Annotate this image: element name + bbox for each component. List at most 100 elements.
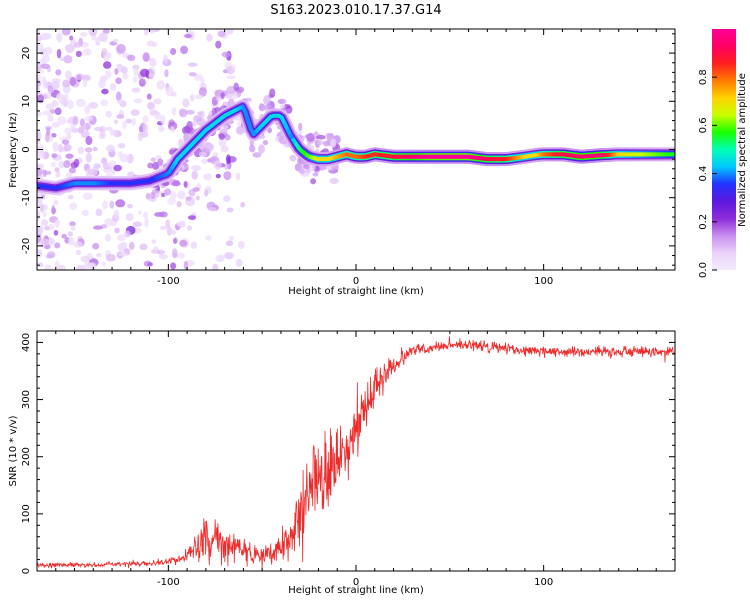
spectrogram-speckle-cell [96, 252, 102, 258]
spectrogram-speckle-cell [115, 91, 122, 102]
spectrogram-speckle-cell [264, 104, 270, 111]
spectrogram-ridge [37, 99, 675, 195]
spectrogram-speckle-cell [190, 241, 198, 249]
spectrogram-speckle-cell [56, 92, 64, 101]
spectrogram-speckle-cell [37, 249, 43, 258]
spectrogram-speckle-cell [133, 66, 139, 77]
spectrogram-speckle-cell [144, 30, 149, 36]
y-tick-label: 300 [21, 390, 32, 409]
spectrogram-speckle-cell [193, 73, 204, 81]
spectrogram-ridge-segment [241, 105, 247, 113]
spectrogram-speckle-cell [84, 147, 93, 153]
spectrogram-speckle-cell [215, 40, 222, 49]
spectrogram-speckle-cell [164, 69, 169, 78]
colorbar-tick-label: 0.2 [698, 214, 709, 230]
x-tick-label: 0 [353, 276, 359, 287]
spectrogram-speckle-cell [51, 133, 57, 138]
spectrogram-speckle-cell [69, 76, 77, 86]
spectrogram-speckle-cell [171, 248, 178, 258]
spectrogram-speckle-cell [163, 54, 168, 64]
spectrogram-speckle-cell [75, 249, 82, 256]
spectrogram-speckle-cell [44, 264, 52, 270]
spectrogram-speckle-cell [56, 32, 63, 43]
spectrogram-speckle-cell [218, 133, 226, 140]
spectrogram-speckle-cell [51, 153, 58, 159]
spectrogram-speckle-cell [73, 42, 82, 48]
spectrogram-speckle-cell [164, 188, 172, 196]
spectrogram-speckle-cell [88, 29, 98, 36]
spectrogram-speckle-cell [65, 70, 72, 80]
spectrogram-speckle-cell [184, 33, 192, 39]
spectrogram-speckle-cell [187, 62, 198, 67]
spectrogram-speckle-cell [235, 258, 243, 268]
spectrogram-speckle-cell [119, 153, 130, 163]
spectrogram-speckle-cell [37, 94, 45, 104]
spectrogram-speckle-cell [132, 221, 142, 228]
colorbar-tick-label: 0.0 [698, 262, 709, 278]
spectrogram-speckle-cell [316, 134, 326, 140]
spectrogram-speckle-cell [81, 209, 89, 217]
spectrogram-speckle-cell [54, 260, 60, 269]
spectrogram-speckle-cell [112, 38, 119, 44]
spectrogram-speckle-cell [88, 101, 99, 109]
spectrogram-speckle-cell [285, 105, 293, 114]
spectrogram-speckle-cell [61, 29, 71, 36]
spectrogram-speckle-cell [85, 152, 92, 163]
spectrogram-speckle-cell [42, 110, 51, 116]
spectrogram-speckle-cell [83, 48, 92, 56]
spectrogram-speckle-cell [49, 108, 56, 114]
spectrogram-speckle-cell [289, 154, 297, 162]
spectrogram-speckle-cell [85, 135, 93, 146]
spectrogram-speckle-cell [54, 242, 61, 249]
spectrogram-speckle-cell [218, 137, 227, 148]
spectrogram-speckle-cell [37, 42, 44, 52]
spectrogram-speckle-cell [116, 43, 126, 54]
spectrogram-speckle-cell [84, 105, 91, 115]
spectrogram-speckle-cell [100, 157, 108, 165]
spectrogram-speckle-cell [235, 172, 241, 181]
spectrogram-speckle-cell [114, 227, 120, 234]
spectrogram-speckle-cell [233, 82, 239, 92]
spectrogram-speckle-cell [198, 151, 207, 158]
y-tick-label: -10 [21, 190, 32, 206]
spectrogram-ridge-segment [286, 128, 292, 137]
spectrogram-speckle-cell [151, 239, 156, 244]
spectrogram-speckle-cell [223, 171, 232, 181]
spectrogram-speckle-cell [42, 169, 47, 177]
spectrogram-speckle-cell [228, 235, 234, 241]
spectrogram-speckle-cell [191, 170, 198, 180]
spectrogram-speckle-cell [117, 234, 126, 242]
spectrogram-speckle-cell [37, 63, 41, 71]
spectrogram-speckle-cell [121, 241, 128, 248]
spectrogram-speckle-cell [215, 255, 224, 263]
colorbar: 0.0 0.2 0.4 0.6 0.8 Normalized spectral ampl… [698, 29, 748, 278]
x-tick-label: 0 [353, 577, 359, 588]
spectrogram-speckle-cell [82, 74, 91, 82]
spectrogram-speckle-cell [142, 115, 149, 124]
spectrogram-speckle-cell [37, 36, 42, 42]
spectrogram-speckle-cell [69, 35, 74, 41]
spectrogram-speckle-cell [46, 127, 51, 136]
spectrogram-ylabel: Frequency (Hz) [8, 112, 19, 188]
spectrogram-speckle-cell [43, 46, 53, 56]
spectrogram-speckle-cell [148, 197, 157, 202]
spectrogram-speckle-cell [249, 144, 256, 153]
spectrogram-speckle-cell [80, 255, 90, 263]
spectrogram-speckle-cell [153, 246, 159, 252]
x-tick-label: -100 [157, 577, 180, 588]
spectrogram-speckle-cell [124, 230, 131, 238]
spectrogram-speckle-cell [67, 231, 74, 237]
spectrogram-speckle-cell [146, 193, 155, 199]
spectrogram-speckle-cell [149, 29, 155, 34]
spectrogram-speckle-cell [131, 87, 141, 93]
spectrogram-speckle-cell [185, 196, 192, 201]
spectrogram-speckle-cell [170, 48, 177, 56]
spectrogram-speckle-cell [57, 264, 66, 270]
spectrogram-speckle-cell [92, 146, 98, 152]
spectrogram-speckle-cell [186, 127, 193, 132]
spectrogram-speckle-cell [178, 220, 186, 229]
spectrogram-speckle-cell [298, 165, 305, 175]
spectrogram-speckle-cell [137, 210, 142, 215]
spectrogram-speckle-cell [73, 241, 83, 248]
spectrogram-speckle-cell [68, 167, 76, 174]
